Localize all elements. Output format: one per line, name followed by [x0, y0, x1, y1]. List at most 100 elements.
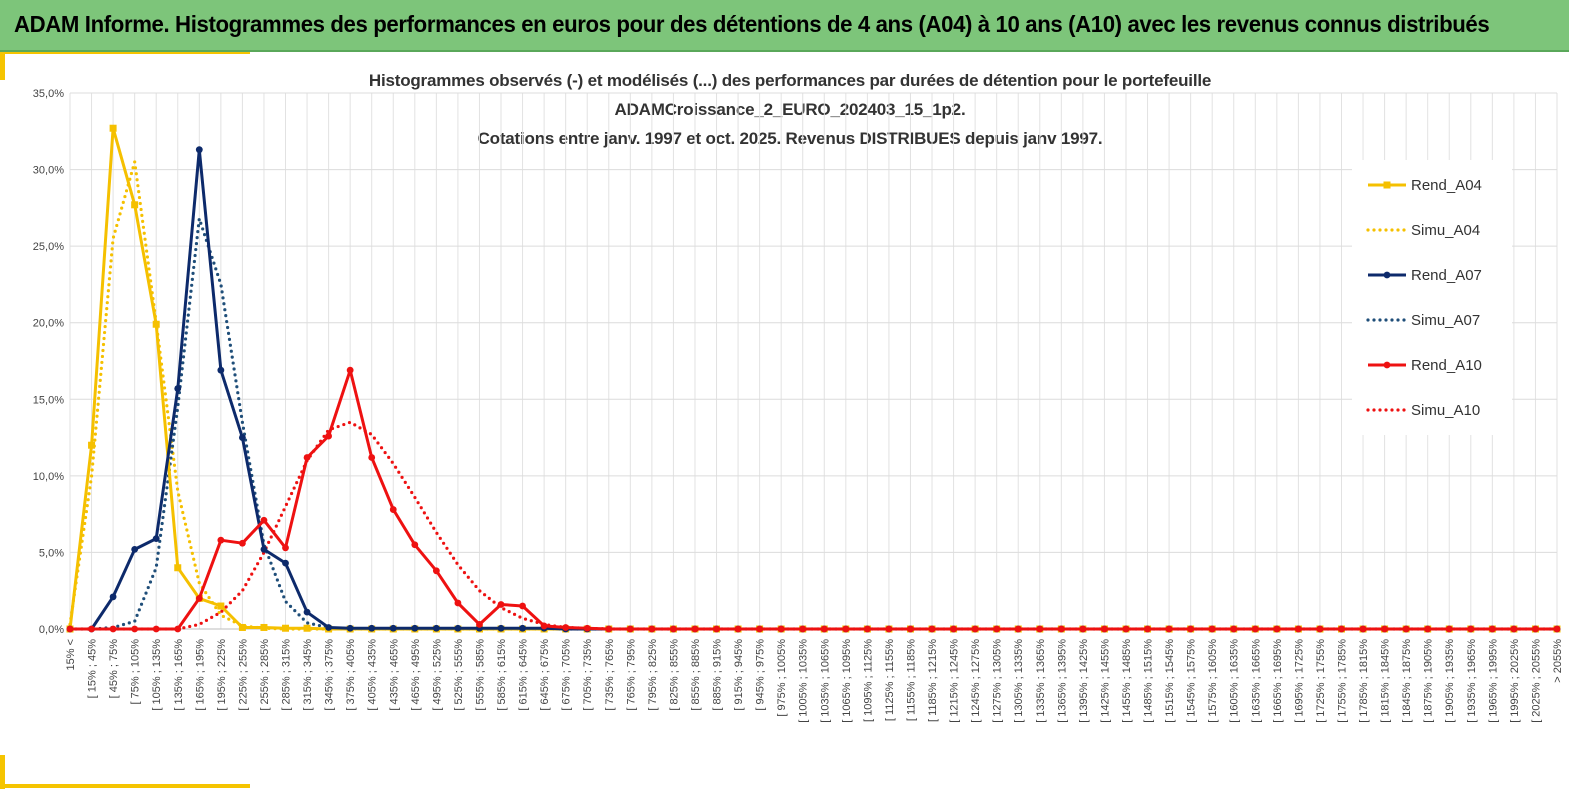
data-point	[217, 602, 225, 610]
data-point	[174, 385, 182, 392]
data-point	[1510, 625, 1518, 633]
x-tick-label: [ 285% ; 315%	[281, 639, 293, 711]
data-point	[217, 536, 225, 544]
data-point	[411, 541, 419, 549]
series-line	[70, 148, 1557, 631]
data-point	[885, 625, 893, 633]
y-tick-label: 5,0%	[39, 547, 64, 559]
legend-label: Simu_A04	[1411, 222, 1480, 239]
data-point	[476, 621, 483, 628]
data-point	[389, 624, 397, 632]
data-point	[583, 624, 591, 632]
x-tick-label: [ 1485% ; 1515%	[1143, 639, 1155, 723]
data-point	[863, 625, 871, 633]
y-tick-label: 30,0%	[33, 165, 64, 177]
data-point	[368, 454, 376, 461]
x-tick-label: [ 1005% ; 1035%	[798, 639, 810, 723]
x-tick-label: [ 1155% ; 1185%	[905, 639, 917, 721]
data-point	[1273, 625, 1281, 633]
data-point	[519, 624, 526, 632]
y-tick-label: 15,0%	[33, 394, 64, 406]
x-tick-label: [ 645% ; 675%	[539, 639, 551, 711]
x-tick-label: [ 105% ; 135%	[151, 639, 163, 711]
data-point	[1532, 625, 1539, 633]
data-point	[303, 454, 311, 461]
x-tick-label: [ 675% ; 705%	[561, 639, 573, 711]
data-point	[303, 608, 311, 616]
data-point	[1338, 625, 1345, 633]
data-point	[454, 624, 462, 632]
data-point	[432, 567, 440, 575]
series-line	[68, 420, 1559, 631]
x-tick-label: [ 1635% ; 1665%	[1250, 639, 1262, 723]
series-rend-a10	[66, 366, 1561, 633]
data-point	[88, 441, 96, 449]
data-point	[66, 625, 74, 633]
data-point	[820, 625, 828, 633]
x-tick-label: [ 1785% ; 1815%	[1358, 639, 1370, 723]
data-point	[1144, 625, 1151, 633]
x-tick-label: [ 375% ; 405%	[345, 639, 357, 711]
series-line	[68, 217, 1559, 631]
data-point	[152, 320, 160, 328]
x-tick-label: [ 1755% ; 1785%	[1336, 639, 1348, 723]
x-tick-label: [ 1215% ; 1245%	[949, 639, 961, 723]
x-tick-label: [ 1545% ; 1575%	[1186, 639, 1198, 723]
data-point	[1381, 625, 1388, 633]
data-point	[282, 624, 290, 632]
corner-accent-top-vertical	[0, 52, 5, 80]
legend-label: Rend_A04	[1411, 177, 1482, 194]
x-tick-label: [ 1605% ; 1635%	[1229, 639, 1241, 723]
x-tick-label: [ 165% ; 195%	[194, 639, 206, 711]
data-point	[346, 366, 354, 374]
chart-title-line-1: Histogrammes observés (-) et modélisés (…	[368, 71, 1212, 90]
data-point	[1079, 625, 1087, 633]
data-point	[1553, 625, 1561, 633]
data-point	[131, 625, 139, 633]
legend-label: Simu_A10	[1411, 402, 1480, 419]
data-point	[1187, 625, 1195, 633]
x-tick-label: [ 915% ; 945%	[733, 639, 745, 711]
data-point	[540, 622, 548, 630]
x-tick-label: [ 225% ; 255%	[237, 639, 249, 711]
data-point	[648, 625, 656, 633]
x-tick-label: [ 75% ; 105%	[130, 639, 142, 705]
data-point	[1251, 625, 1259, 633]
legend-item-simu-a10: Simu_A10	[1366, 402, 1480, 419]
legend-label: Rend_A07	[1411, 267, 1482, 284]
data-point	[282, 544, 289, 552]
data-point	[1402, 625, 1410, 633]
legend-item-simu-a07: Simu_A07	[1366, 312, 1480, 329]
data-point	[1294, 625, 1302, 633]
x-tick-label: 15% <	[65, 639, 77, 671]
data-point	[389, 506, 397, 513]
x-tick-label: [ 1935% ; 1965%	[1466, 639, 1478, 723]
data-point	[260, 623, 268, 631]
data-point	[239, 434, 246, 441]
x-tick-label: [ 945% ; 975%	[755, 639, 767, 711]
x-tick-label: [ 975% ; 1005%	[776, 639, 788, 717]
legend-item-rend-a04: Rend_A04	[1368, 177, 1482, 194]
x-tick-label: [ 1125% ; 1155%	[884, 639, 896, 721]
data-point	[217, 366, 225, 374]
data-point	[411, 624, 419, 632]
data-point	[1359, 625, 1367, 633]
x-tick-label: [ 855% ; 885%	[690, 639, 702, 711]
x-tick-label: [ 1455% ; 1485%	[1121, 639, 1133, 723]
x-tick-label: [ 1965% ; 1995%	[1487, 639, 1499, 723]
corner-accent-top-horizontal	[0, 52, 250, 54]
chart-title-line-3: Cotations entre janv. 1997 et oct. 2025.…	[477, 129, 1103, 148]
data-point	[174, 564, 182, 572]
data-point	[1488, 625, 1496, 633]
series-line	[68, 160, 1559, 631]
corner-accent-bottom-vertical	[0, 755, 5, 789]
data-point	[1101, 625, 1108, 633]
data-point	[993, 625, 1001, 633]
legend-label: Rend_A10	[1411, 357, 1482, 374]
data-point	[282, 559, 289, 567]
data-point	[1165, 625, 1173, 633]
data-point	[1057, 625, 1065, 633]
data-point	[1316, 625, 1324, 633]
series-simu-a10	[68, 420, 1559, 631]
data-point	[88, 625, 95, 633]
